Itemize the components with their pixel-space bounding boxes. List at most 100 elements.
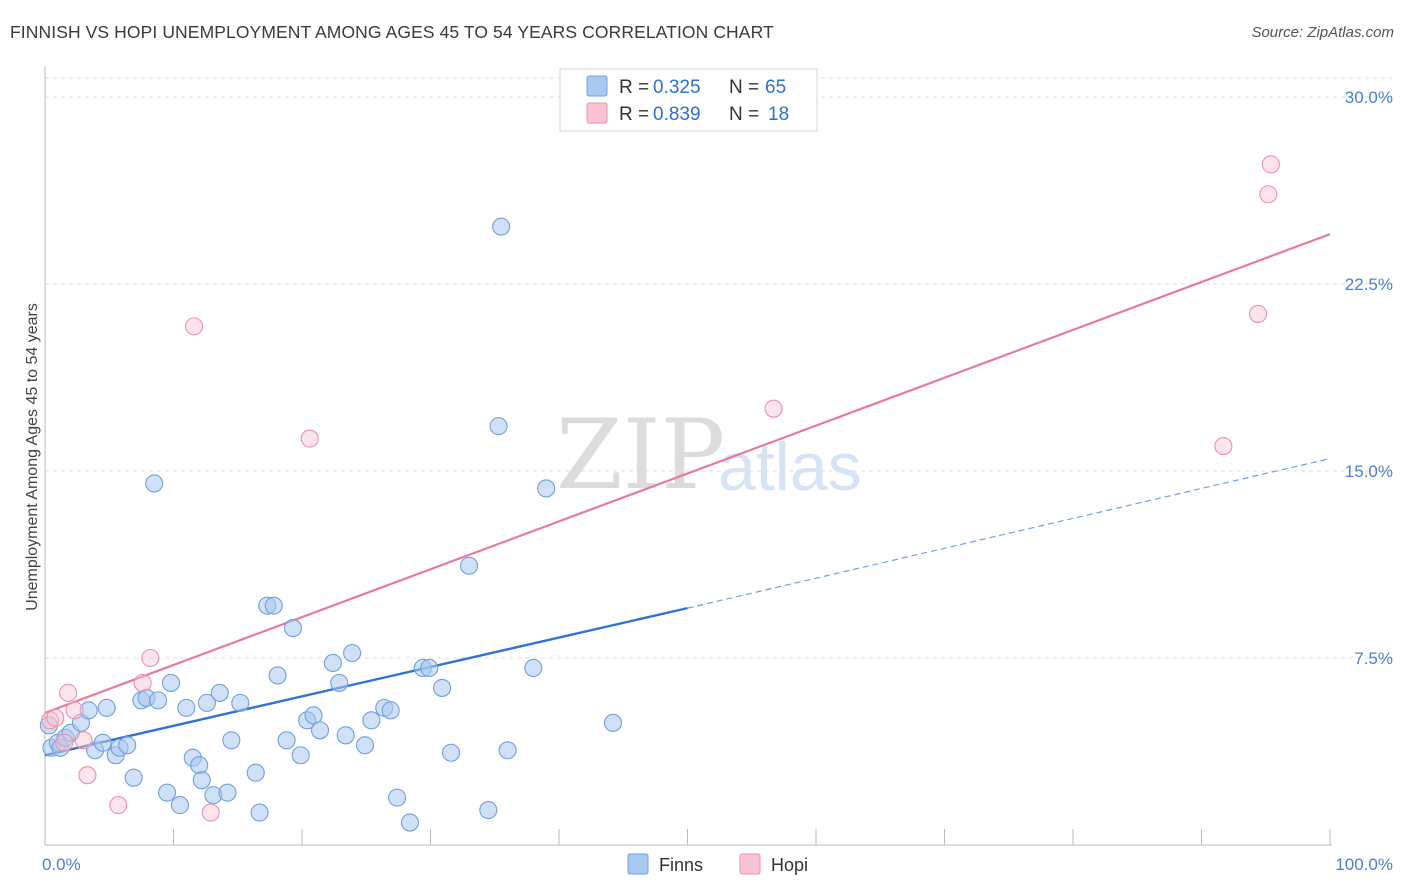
point-hopi bbox=[46, 708, 65, 727]
legend: R = 0.325 N = 65 R = 0.839 N = 18 bbox=[559, 68, 818, 132]
point-hopi bbox=[41, 711, 60, 730]
point-finns bbox=[310, 721, 330, 740]
y-axis-label: Unemployment Among Ages 45 to 54 years bbox=[24, 303, 41, 611]
point-finns bbox=[524, 658, 543, 678]
legend-n-label: N = bbox=[729, 77, 759, 98]
point-hopi bbox=[201, 803, 220, 822]
bottom-legend-label-hopi: Hopi bbox=[771, 855, 808, 875]
trend-line-finns bbox=[44, 606, 688, 757]
legend-r-value: 0.325 bbox=[653, 77, 701, 98]
point-finns bbox=[177, 698, 196, 717]
point-finns bbox=[145, 474, 164, 493]
point-finns bbox=[330, 673, 349, 692]
point-finns bbox=[192, 771, 211, 790]
point-hopi bbox=[1248, 304, 1268, 323]
y-tick-labels: 7.5% 15.0% 22.5% 30.0% bbox=[1345, 88, 1393, 668]
bottom-legend: Finns Hopi bbox=[627, 853, 808, 875]
point-finns bbox=[264, 596, 283, 615]
point-hopi bbox=[133, 673, 152, 692]
x-tick-label: 100.0% bbox=[1335, 855, 1393, 874]
point-finns bbox=[489, 417, 508, 436]
point-finns bbox=[498, 741, 517, 760]
point-finns bbox=[190, 756, 209, 775]
point-hopi bbox=[1261, 155, 1280, 174]
legend-swatch-finns bbox=[586, 75, 608, 97]
point-finns bbox=[222, 731, 241, 750]
data-points bbox=[39, 155, 1280, 832]
point-finns bbox=[433, 678, 452, 697]
point-finns bbox=[323, 653, 342, 673]
legend-n-label: N = bbox=[729, 104, 759, 125]
point-finns bbox=[336, 726, 355, 745]
chart-source: Source: ZipAtlas.com bbox=[1251, 24, 1394, 41]
point-finns bbox=[420, 658, 439, 678]
legend-row-hopi: R = 0.839 N = 18 bbox=[586, 102, 789, 125]
point-finns bbox=[218, 783, 237, 802]
legend-swatch-hopi bbox=[586, 102, 608, 124]
point-finns bbox=[277, 731, 296, 750]
point-hopi bbox=[1214, 437, 1233, 456]
point-finns bbox=[492, 217, 511, 236]
trend-line-hopi bbox=[44, 233, 1331, 714]
point-hopi bbox=[59, 683, 78, 702]
point-finns bbox=[231, 693, 250, 712]
point-finns bbox=[149, 691, 168, 710]
chart-title: FINNISH VS HOPI UNEMPLOYMENT AMONG AGES … bbox=[10, 22, 774, 42]
axes bbox=[44, 66, 1332, 846]
point-finns bbox=[158, 783, 177, 802]
point-finns bbox=[343, 643, 362, 663]
legend-row-finns: R = 0.325 N = 65 bbox=[586, 75, 786, 98]
point-finns bbox=[197, 693, 216, 712]
point-hopi bbox=[55, 733, 74, 752]
point-finns bbox=[79, 701, 98, 720]
point-finns bbox=[442, 743, 461, 762]
point-hopi bbox=[78, 766, 97, 785]
y-tick-label: 22.5% bbox=[1345, 275, 1393, 294]
point-finns bbox=[246, 763, 265, 782]
point-hopi bbox=[185, 317, 204, 336]
legend-r-label: R = bbox=[619, 77, 649, 98]
point-finns bbox=[537, 479, 556, 498]
point-hopi bbox=[141, 648, 160, 668]
point-finns bbox=[250, 803, 269, 822]
point-hopi bbox=[65, 701, 84, 720]
point-finns bbox=[161, 673, 180, 692]
point-finns bbox=[400, 813, 419, 832]
legend-r-value: 0.839 bbox=[653, 104, 701, 125]
point-finns bbox=[291, 746, 310, 765]
point-finns bbox=[459, 556, 479, 575]
bottom-legend-swatch-hopi bbox=[739, 853, 761, 875]
point-finns bbox=[210, 683, 229, 702]
point-finns bbox=[124, 768, 143, 787]
watermark-zip: ZIP bbox=[556, 399, 725, 511]
point-finns bbox=[603, 713, 623, 732]
point-finns bbox=[388, 788, 407, 807]
point-finns bbox=[479, 801, 498, 820]
point-finns bbox=[118, 736, 137, 755]
watermark-atlas: atlas bbox=[718, 429, 862, 505]
bottom-legend-label-finns: Finns bbox=[659, 855, 703, 875]
point-hopi bbox=[109, 796, 128, 815]
trend-lines bbox=[44, 233, 1331, 757]
point-finns bbox=[97, 698, 116, 717]
point-finns bbox=[381, 701, 400, 720]
point-hopi bbox=[764, 399, 783, 418]
watermark: ZIP atlas bbox=[556, 399, 862, 511]
point-finns bbox=[355, 736, 375, 755]
legend-n-value: 65 bbox=[765, 77, 786, 98]
x-tick-labels: 0.0% 100.0% bbox=[42, 855, 1393, 874]
legend-n-value: 18 bbox=[768, 104, 789, 125]
point-hopi bbox=[300, 429, 319, 448]
point-hopi bbox=[74, 731, 93, 750]
point-finns bbox=[93, 733, 112, 752]
point-finns bbox=[283, 619, 303, 638]
y-tick-label: 15.0% bbox=[1345, 462, 1393, 481]
point-finns bbox=[304, 706, 323, 725]
point-finns bbox=[362, 711, 381, 730]
bottom-legend-swatch-finns bbox=[627, 853, 649, 875]
grid-lines bbox=[45, 77, 1392, 659]
y-tick-label: 7.5% bbox=[1354, 649, 1393, 668]
point-finns bbox=[268, 666, 287, 685]
x-tick-label: 0.0% bbox=[42, 855, 81, 874]
